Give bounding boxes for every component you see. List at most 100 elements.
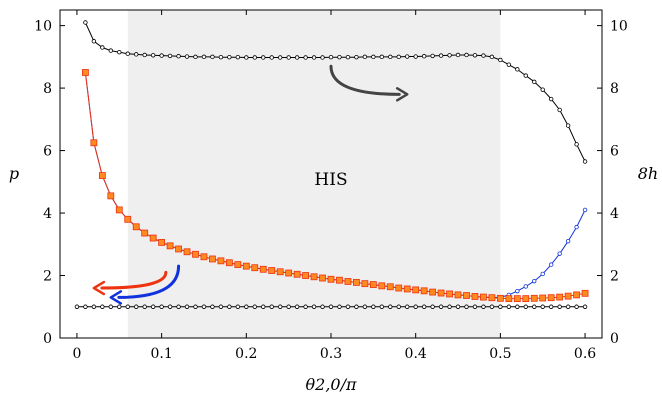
y-tick-label-left: 8 — [43, 81, 52, 97]
arrow-0-head — [395, 87, 409, 102]
series-3-point — [337, 304, 342, 309]
series-3-point — [210, 304, 215, 309]
x-tick-label: 0.3 — [320, 346, 342, 362]
series-3-point — [430, 304, 435, 309]
series-0-point — [337, 54, 342, 60]
y-tick-label-right: 8 — [610, 81, 619, 97]
series-3-point — [235, 304, 241, 309]
series-0-point — [235, 54, 241, 60]
x-tick-label: 0.6 — [574, 346, 596, 362]
series-3-point — [574, 304, 579, 309]
series-3-point — [320, 304, 325, 309]
series-3-point — [252, 304, 257, 309]
series-2-point — [327, 275, 335, 283]
series-0-point — [413, 54, 418, 59]
series-0-point — [269, 55, 274, 60]
series-0-point — [481, 53, 486, 58]
series-3-point — [498, 304, 503, 309]
series-2-point — [124, 215, 132, 223]
series-3-point — [244, 304, 249, 309]
series-0-point — [150, 53, 156, 58]
y-axis-label-left: p — [9, 164, 19, 183]
series-0-point — [100, 45, 105, 50]
series-0-point — [142, 52, 147, 58]
series-2-point — [158, 239, 166, 246]
series-2-point — [369, 281, 377, 288]
series-1-point — [557, 251, 562, 256]
series-2-point — [251, 264, 259, 272]
series-2-point — [403, 285, 411, 293]
series-2-point — [361, 280, 369, 288]
series-0-point — [464, 52, 469, 58]
series-3-point — [108, 304, 114, 309]
x-tick-label: 0.1 — [150, 346, 172, 362]
series-0-point — [108, 48, 114, 53]
series-3-point — [532, 304, 537, 309]
series-3-point — [142, 304, 147, 309]
series-0-point — [252, 55, 257, 60]
series-2-point — [90, 139, 98, 147]
x-tick-label: 0.2 — [235, 346, 257, 362]
series-3-point — [379, 304, 385, 309]
series-1-point — [532, 278, 537, 284]
y-tick-label-right: 6 — [610, 144, 619, 160]
series-2-point — [268, 267, 276, 274]
series-3-point — [184, 304, 190, 309]
series-3-point — [117, 304, 122, 309]
series-2-point — [293, 270, 301, 278]
series-3-point — [523, 304, 528, 309]
series-0-point — [134, 52, 139, 57]
series-2-point — [234, 261, 242, 268]
series-3-point — [159, 304, 164, 309]
series-0-point — [294, 55, 300, 60]
series-3-point — [286, 304, 291, 309]
series-3-point — [371, 304, 376, 309]
series-0-point — [311, 55, 317, 60]
series-0-point — [201, 54, 207, 60]
y-axis-label-right: 8h — [638, 164, 658, 183]
series-0-point — [354, 54, 359, 60]
y-tick-label-left: 0 — [43, 331, 52, 347]
series-3-point — [201, 304, 207, 309]
series-0-point — [193, 54, 198, 60]
series-0-point — [498, 57, 503, 63]
series-1-point — [582, 207, 588, 213]
series-0-point — [532, 79, 537, 85]
arrow-0-shaft — [329, 64, 401, 96]
series-3-point — [193, 304, 198, 309]
series-2-point — [513, 295, 521, 303]
series-2-point — [344, 278, 352, 285]
y-tick-label-left: 4 — [43, 206, 52, 222]
series-3-point — [311, 304, 317, 309]
series-2-point — [285, 269, 293, 277]
series-3-point — [506, 304, 512, 309]
series-2-point — [200, 253, 208, 261]
y-tick-label-left: 10 — [34, 19, 52, 35]
series-1-point — [548, 262, 554, 267]
series-2-point — [454, 291, 462, 299]
series-3-point — [345, 304, 351, 309]
arrow-group — [92, 64, 409, 305]
series-0-point — [540, 87, 545, 92]
series-0-point — [210, 54, 215, 60]
series-3-point — [405, 304, 410, 309]
series-0-point — [286, 55, 291, 60]
series-2-point — [149, 234, 157, 242]
series-2-point — [310, 273, 318, 281]
series-0-point — [430, 53, 435, 59]
series-0-point — [405, 54, 410, 59]
series-2-point — [192, 250, 199, 258]
series-2-point — [505, 295, 513, 303]
series-2-point — [463, 292, 470, 299]
series-0-point — [227, 54, 232, 60]
series-2-point — [217, 257, 225, 265]
series-2-point — [132, 223, 140, 231]
series-2-point — [556, 293, 564, 301]
arrow-1-head — [92, 280, 106, 296]
series-2-point — [471, 293, 479, 300]
series-2-point — [530, 294, 538, 302]
series-2-point — [437, 289, 445, 297]
series-3-point — [134, 304, 139, 309]
series-3-point — [261, 304, 266, 309]
series-3-point — [167, 304, 173, 309]
